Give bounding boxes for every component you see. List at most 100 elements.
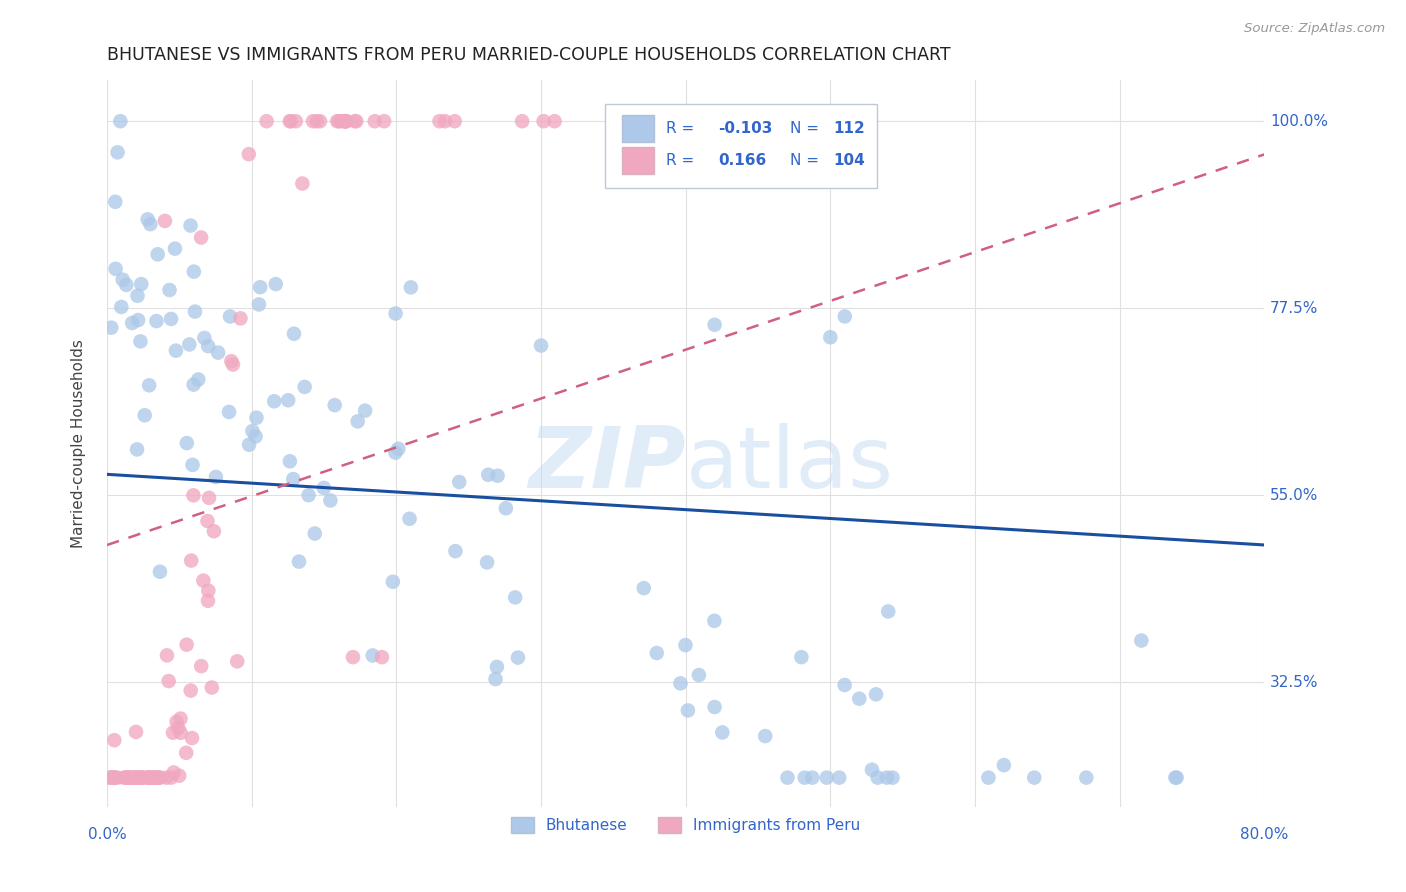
Point bbox=[247, 297, 270, 311]
Point bbox=[449, 475, 471, 489]
Point bbox=[155, 771, 177, 785]
Point bbox=[145, 771, 167, 785]
Point bbox=[297, 488, 319, 502]
Point bbox=[120, 771, 142, 785]
Point bbox=[129, 277, 152, 291]
Point bbox=[201, 681, 224, 695]
Point bbox=[860, 763, 883, 777]
Point bbox=[143, 771, 166, 785]
Point bbox=[184, 304, 207, 318]
Point bbox=[711, 725, 734, 739]
Point bbox=[138, 771, 160, 785]
Point bbox=[790, 650, 813, 665]
Point bbox=[193, 331, 215, 345]
Point bbox=[361, 648, 384, 663]
Point bbox=[112, 771, 135, 785]
Point bbox=[815, 771, 838, 785]
Point bbox=[384, 445, 406, 459]
Point bbox=[190, 659, 212, 673]
Point bbox=[118, 771, 141, 785]
Point bbox=[238, 438, 260, 452]
Point bbox=[179, 337, 201, 351]
Point bbox=[129, 771, 152, 785]
Point bbox=[107, 145, 129, 160]
Point bbox=[146, 247, 169, 261]
Point bbox=[291, 177, 314, 191]
Point bbox=[129, 771, 152, 785]
Point bbox=[280, 114, 302, 128]
Point bbox=[294, 380, 316, 394]
Point bbox=[1076, 771, 1098, 785]
Point bbox=[219, 310, 242, 324]
Point bbox=[288, 555, 311, 569]
Point bbox=[398, 512, 420, 526]
Point bbox=[333, 114, 356, 128]
Point bbox=[162, 725, 184, 739]
Point bbox=[510, 114, 533, 128]
Point bbox=[197, 514, 219, 528]
Point bbox=[801, 771, 824, 785]
Point bbox=[387, 442, 409, 456]
Point bbox=[335, 114, 357, 128]
Text: -0.103: -0.103 bbox=[718, 121, 772, 136]
Point bbox=[134, 409, 156, 423]
Point bbox=[263, 394, 285, 409]
Point bbox=[543, 114, 565, 128]
Point bbox=[143, 771, 166, 785]
Point bbox=[283, 326, 305, 341]
Point bbox=[127, 771, 149, 785]
Point bbox=[1166, 771, 1188, 785]
Point bbox=[105, 771, 128, 785]
Point bbox=[142, 771, 165, 785]
Point bbox=[344, 114, 367, 128]
Point bbox=[187, 372, 209, 386]
Point bbox=[373, 114, 395, 128]
Point bbox=[229, 311, 252, 326]
Point bbox=[110, 114, 132, 128]
Point bbox=[124, 771, 146, 785]
Point bbox=[304, 526, 326, 541]
Point bbox=[163, 765, 186, 780]
Point bbox=[1130, 633, 1153, 648]
Point bbox=[110, 300, 132, 314]
Point bbox=[977, 771, 1000, 785]
Point bbox=[676, 703, 699, 717]
Point bbox=[222, 358, 245, 372]
Point bbox=[115, 277, 138, 292]
Text: 112: 112 bbox=[834, 121, 866, 136]
Bar bbox=[621, 114, 654, 142]
Point bbox=[533, 114, 555, 128]
Text: 104: 104 bbox=[834, 153, 866, 168]
Point bbox=[139, 771, 162, 785]
Point bbox=[249, 280, 271, 294]
Point bbox=[319, 493, 342, 508]
Point bbox=[180, 219, 202, 233]
Point bbox=[176, 638, 198, 652]
Point bbox=[176, 436, 198, 450]
Point bbox=[117, 771, 139, 785]
Point bbox=[149, 565, 172, 579]
Point bbox=[138, 771, 160, 785]
Point bbox=[495, 501, 517, 516]
Point bbox=[146, 771, 169, 785]
Point bbox=[197, 594, 219, 608]
Point bbox=[100, 320, 122, 334]
Point bbox=[278, 454, 301, 468]
Point bbox=[1164, 771, 1187, 785]
Point bbox=[148, 771, 170, 785]
Point bbox=[330, 114, 353, 128]
Point bbox=[104, 771, 127, 785]
Point bbox=[221, 354, 243, 368]
Point bbox=[264, 277, 287, 291]
Point bbox=[125, 771, 148, 785]
Text: N =: N = bbox=[790, 153, 818, 168]
Point bbox=[433, 114, 456, 128]
Point bbox=[335, 114, 357, 128]
Point bbox=[198, 491, 221, 505]
Point bbox=[111, 273, 134, 287]
Point bbox=[101, 771, 124, 785]
Point bbox=[160, 312, 183, 326]
Point bbox=[381, 574, 404, 589]
Point bbox=[207, 345, 229, 359]
Point bbox=[205, 470, 228, 484]
